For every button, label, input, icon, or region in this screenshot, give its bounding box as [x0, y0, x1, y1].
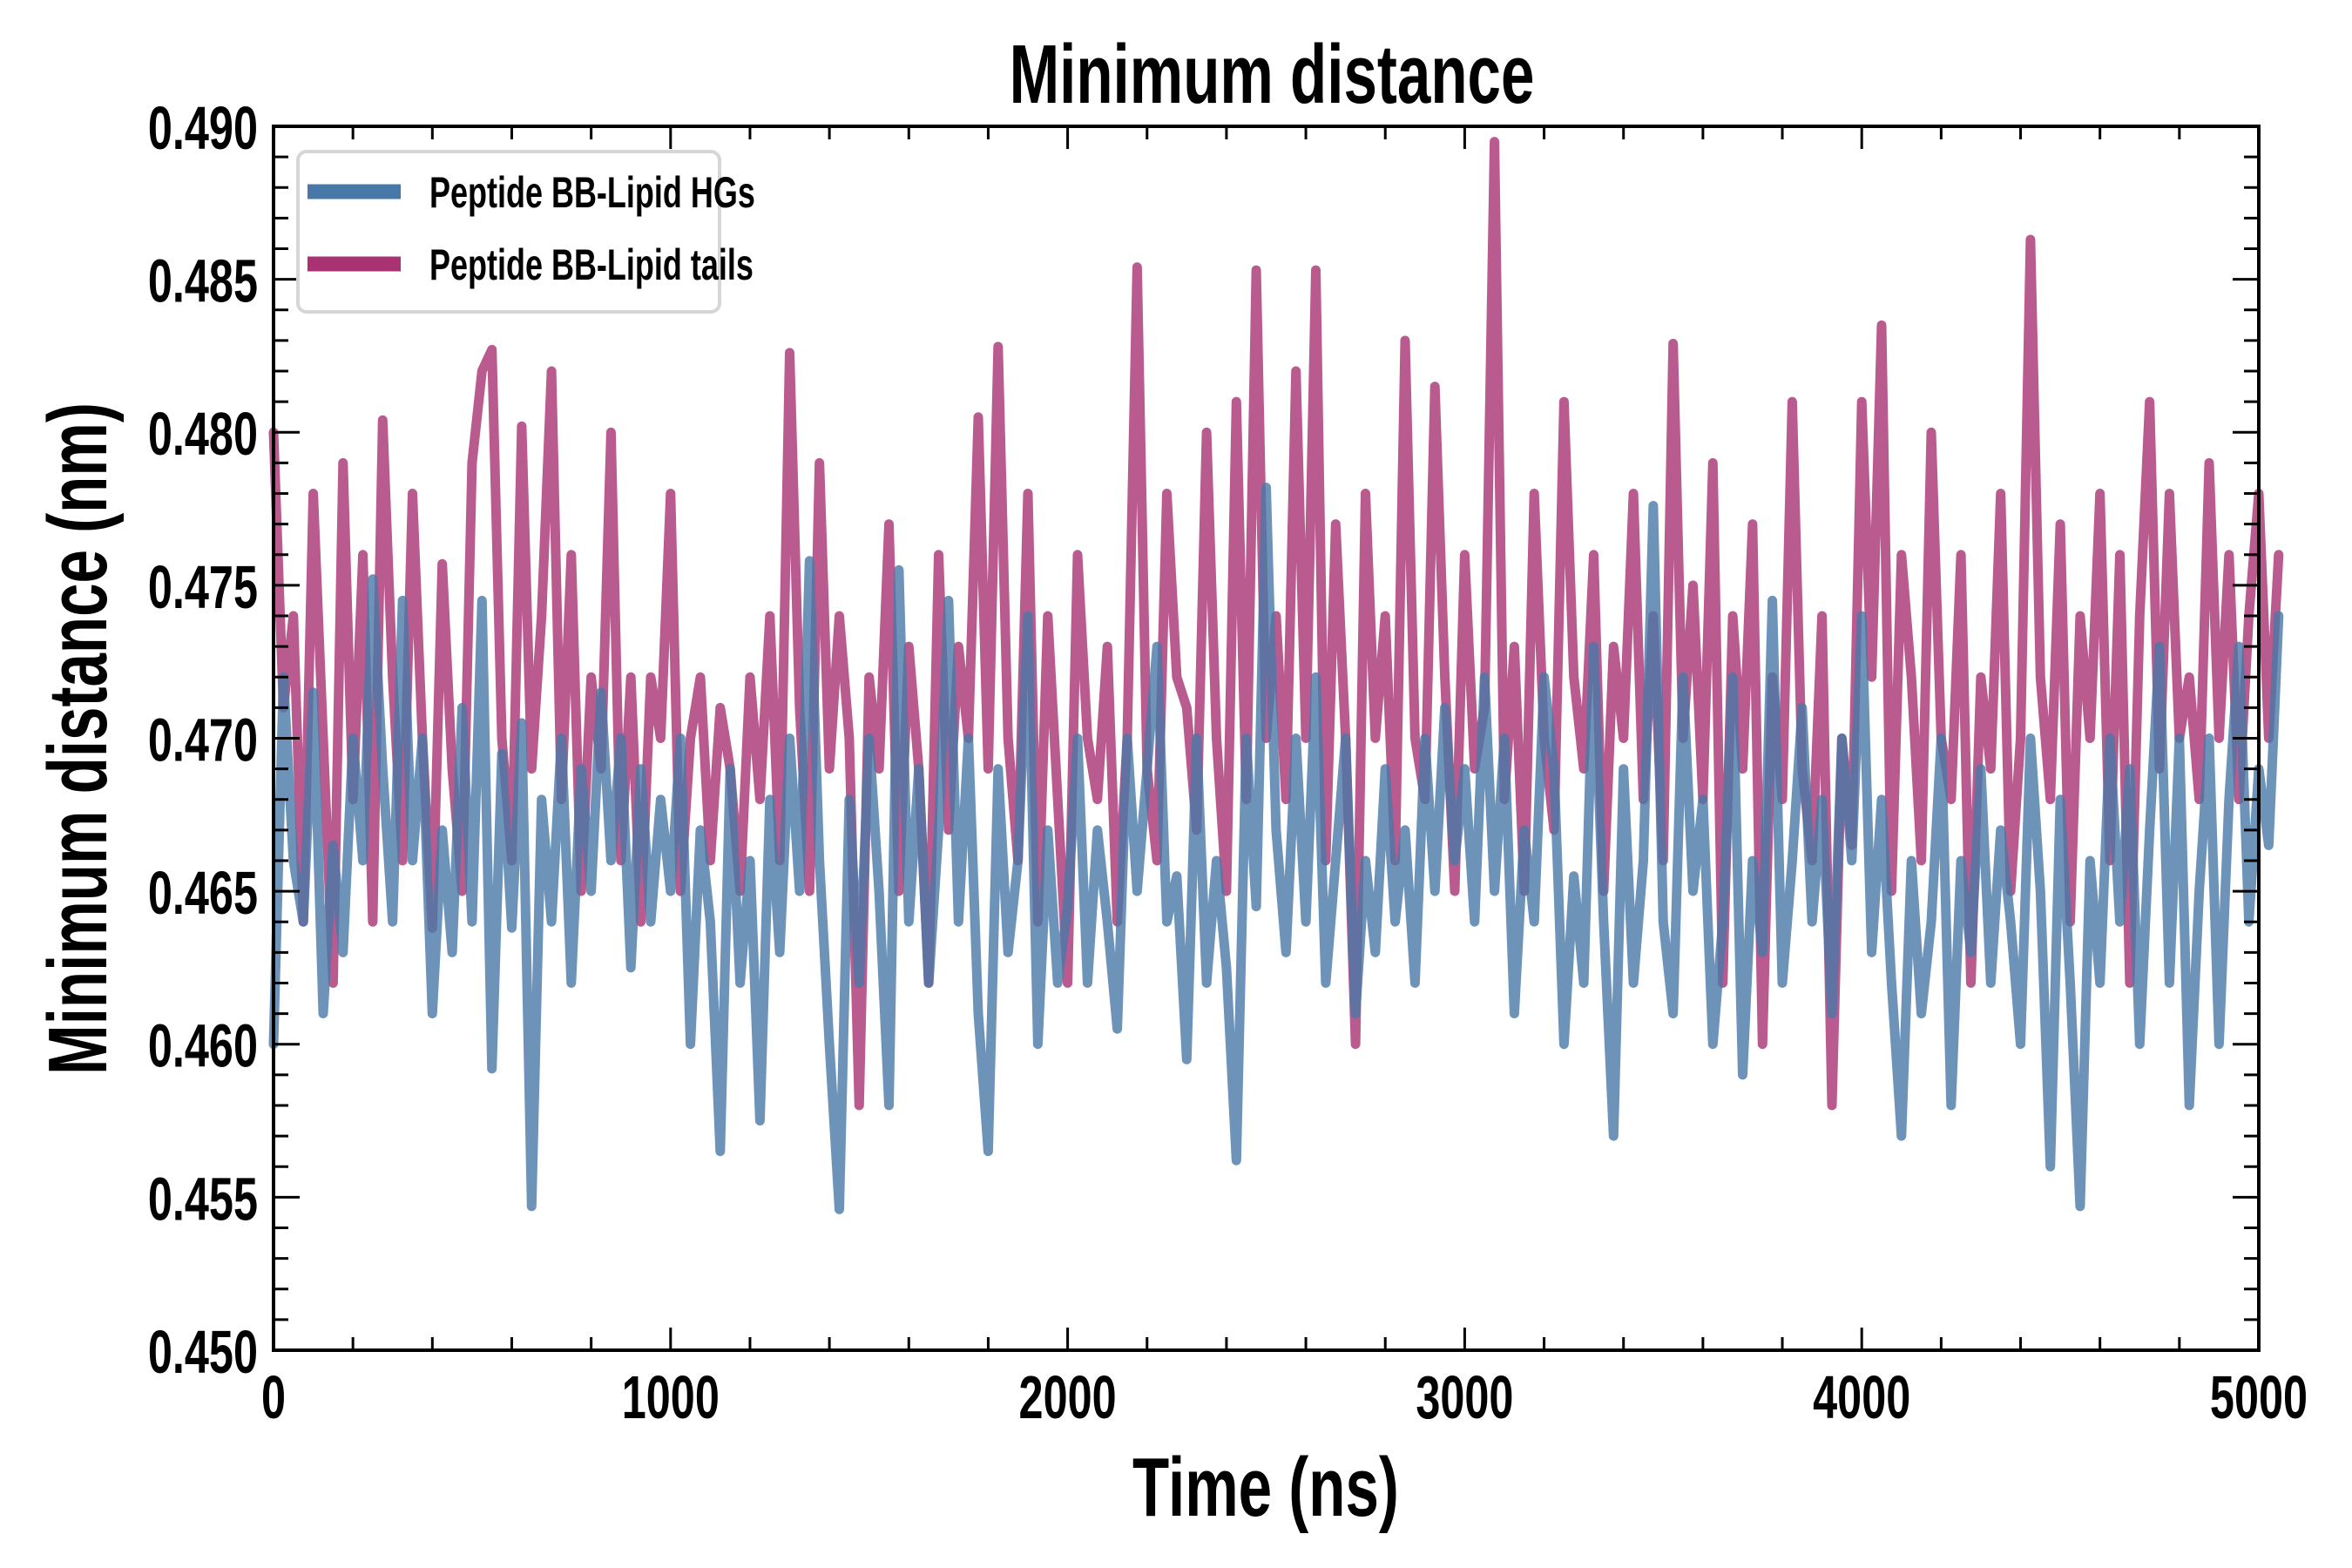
x-axis-label: Time (ns)	[1132, 1440, 1399, 1534]
chart-title: Minimum distance	[1010, 27, 1535, 121]
y-tick-label: 0.450	[148, 1318, 258, 1386]
y-tick-label: 0.460	[148, 1012, 258, 1080]
x-tick-label: 2000	[1019, 1363, 1117, 1431]
legend-label-tails: Peptide BB-Lipid tails	[429, 241, 754, 289]
y-tick-label: 0.490	[148, 94, 258, 162]
y-axis-label: Minimum distance (nm)	[30, 402, 125, 1075]
tick-labels: 0 1000 2000 3000 4000 5000 0.450 0.455 0.460 0.46…	[148, 94, 2308, 1431]
series-line-hgs	[268, 483, 2284, 1214]
legend-box	[296, 150, 721, 314]
series-layer	[268, 137, 2284, 1214]
legend: Peptide BB-Lipid HGs Peptide BB-Lipid ta…	[296, 150, 755, 314]
ticks-layer	[272, 125, 2261, 1352]
y-tick-label: 0.455	[148, 1165, 258, 1233]
legend-label-hgs: Peptide BB-Lipid HGs	[429, 169, 755, 217]
y-tick-label: 0.475	[148, 553, 258, 621]
x-tick-label: 4000	[1813, 1363, 1910, 1431]
y-tick-label: 0.470	[148, 706, 258, 774]
x-tick-label: 5000	[2210, 1363, 2308, 1431]
x-tick-label: 0	[261, 1363, 286, 1431]
x-tick-label: 3000	[1416, 1363, 1513, 1431]
y-tick-label: 0.480	[148, 400, 258, 468]
x-tick-label: 1000	[622, 1363, 720, 1431]
y-tick-label: 0.485	[148, 247, 258, 315]
y-tick-label: 0.465	[148, 859, 258, 927]
